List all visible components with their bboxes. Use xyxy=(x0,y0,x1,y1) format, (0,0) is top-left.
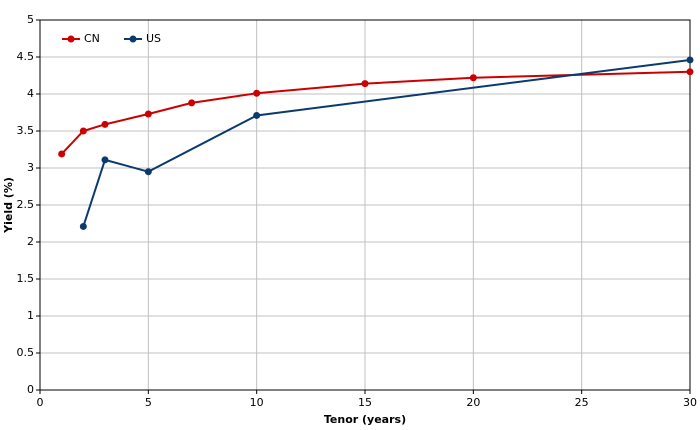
legend-marker xyxy=(67,35,75,43)
series-line xyxy=(60,70,691,155)
x-tick-label: 5 xyxy=(145,396,152,409)
legend-label: CN xyxy=(84,32,100,45)
point xyxy=(686,68,694,76)
legend-marker xyxy=(129,35,137,43)
y-tick-label: 4 xyxy=(27,87,34,100)
point xyxy=(469,74,477,82)
point xyxy=(79,127,87,135)
point xyxy=(144,110,152,118)
legend-label: US xyxy=(146,32,161,45)
point xyxy=(58,150,66,158)
point xyxy=(101,120,109,128)
point xyxy=(686,56,694,64)
point xyxy=(253,89,261,97)
x-tick-label: 25 xyxy=(575,396,589,409)
plot-border xyxy=(39,19,691,391)
x-tick-label: 0 xyxy=(37,396,44,409)
y-tick-label: 0 xyxy=(27,383,34,396)
point xyxy=(79,222,87,230)
y-tick-label: 2 xyxy=(27,235,34,248)
x-tick-label: 20 xyxy=(466,396,480,409)
y-tick-label: 4.5 xyxy=(17,50,35,63)
y-tick-label: 2.5 xyxy=(17,198,35,211)
point xyxy=(361,80,369,88)
y-tick-label: 3.5 xyxy=(17,124,35,137)
y-tick-label: 1.5 xyxy=(17,272,35,285)
y-tick-label: 0.5 xyxy=(17,346,35,359)
x-tick-label: 30 xyxy=(683,396,697,409)
x-tick-label: 10 xyxy=(250,396,264,409)
x-axis-title: Tenor (years) xyxy=(324,413,406,426)
point xyxy=(144,168,152,176)
point xyxy=(188,99,196,107)
series-line xyxy=(82,58,691,227)
y-tick-label: 1 xyxy=(27,309,34,322)
point xyxy=(101,156,109,164)
y-axis-title: Yield (%) xyxy=(2,177,15,234)
x-tick-label: 15 xyxy=(358,396,372,409)
y-tick-label: 5 xyxy=(27,13,34,26)
y-tick-label: 3 xyxy=(27,161,34,174)
point xyxy=(253,111,261,119)
